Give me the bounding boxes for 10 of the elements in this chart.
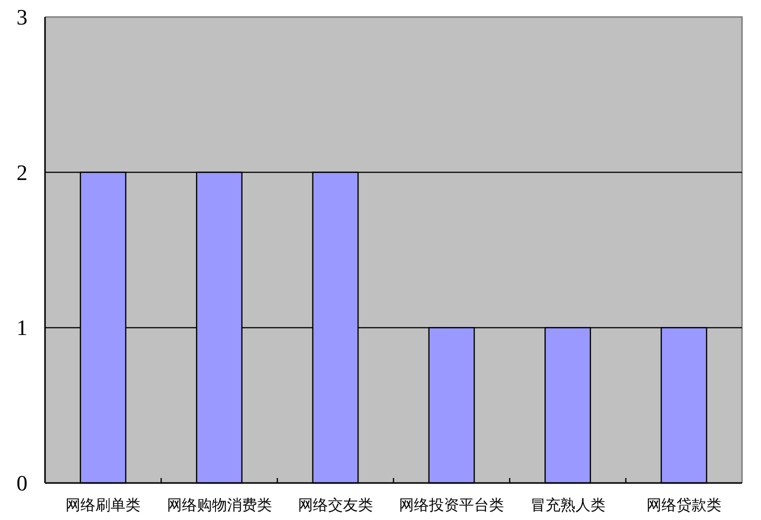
x-tick-label: 网络贷款类 — [646, 496, 722, 514]
x-tick-label: 网络购物消费类 — [166, 496, 272, 514]
y-tick-label: 2 — [16, 160, 28, 185]
y-tick-label: 3 — [16, 4, 28, 30]
x-tick-label: 冒充熟人类 — [530, 496, 606, 514]
y-tick-label: 0 — [16, 470, 28, 496]
x-tick-label: 网络交友类 — [298, 496, 373, 514]
y-tick-label: 1 — [16, 315, 28, 340]
x-tick-label: 网络刷单类 — [66, 496, 141, 514]
x-tick-label: 网络投资平台类 — [399, 496, 504, 514]
